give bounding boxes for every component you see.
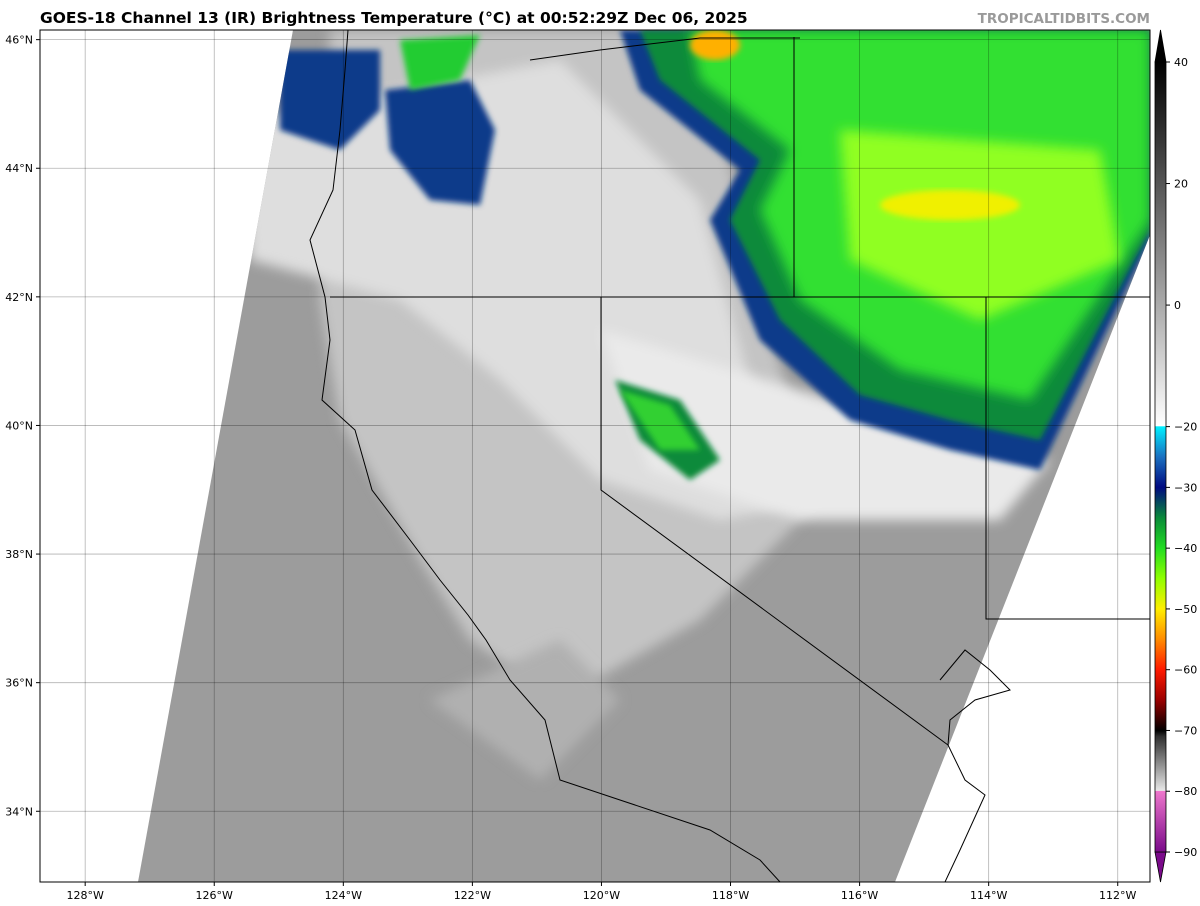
colorbar-extend-min: [1154, 851, 1167, 883]
lat-tick-label: 42°N: [5, 291, 33, 304]
lat-tick-label: 34°N: [5, 805, 33, 818]
coastline-and-borders: [309, 30, 1150, 882]
lat-tick-label: 46°N: [5, 34, 33, 47]
colorbar-tick-label: −40: [1174, 542, 1197, 555]
lon-tick-label: 128°W: [66, 889, 103, 902]
colorbar: 40 20 0 −20 −30 −40 −50 −60 −70 −80 −90: [1154, 29, 1197, 883]
lat-tick-label: 36°N: [5, 677, 33, 690]
colorbar-tick-label: −50: [1174, 603, 1197, 616]
axis-ticks: 128°W 126°W 124°W 122°W 120°W 118°W 116°W 114°W…: [5, 34, 1136, 902]
state-border-nevada-california: [600, 297, 949, 746]
lon-tick-label: 112°W: [1099, 889, 1136, 902]
colorbar-tick-label: −70: [1174, 724, 1197, 737]
colorbar-tick-label: −60: [1174, 664, 1197, 677]
colorbar-tick-label: −80: [1174, 785, 1197, 798]
coastline: [309, 30, 781, 882]
credit-watermark: TROPICALTIDBITS.COM: [977, 11, 1150, 27]
colorbar-tick-label: −20: [1174, 421, 1197, 434]
lon-tick-label: 116°W: [841, 889, 878, 902]
lon-tick-label: 122°W: [454, 889, 491, 902]
state-border-nevada-utah: [985, 297, 1150, 620]
lat-tick-label: 38°N: [5, 548, 33, 561]
map-frame: [39, 29, 1151, 883]
colorbar-tick-label: 40: [1174, 56, 1188, 69]
lat-tick-label: 44°N: [5, 162, 33, 175]
colorbar-tick-label: −90: [1174, 846, 1197, 859]
lon-tick-label: 114°W: [970, 889, 1007, 902]
lon-tick-label: 118°W: [712, 889, 749, 902]
graticule: [40, 30, 1150, 882]
colorado-river: [939, 649, 1011, 882]
colorbar-gradient: [1154, 61, 1167, 853]
lon-tick-label: 120°W: [583, 889, 620, 902]
lon-tick-label: 124°W: [325, 889, 362, 902]
colorbar-tick-label: 20: [1174, 178, 1188, 191]
colorbar-tick-label: 0: [1174, 299, 1181, 312]
lat-tick-label: 40°N: [5, 419, 33, 432]
colorbar-tick-label: −30: [1174, 481, 1197, 494]
ir-imagery: [138, 30, 1150, 882]
colorbar-extend-max: [1154, 29, 1167, 63]
state-border-canada: [529, 37, 800, 61]
lon-tick-label: 126°W: [196, 889, 233, 902]
map-title: GOES-18 Channel 13 (IR) Brightness Tempe…: [40, 9, 748, 27]
